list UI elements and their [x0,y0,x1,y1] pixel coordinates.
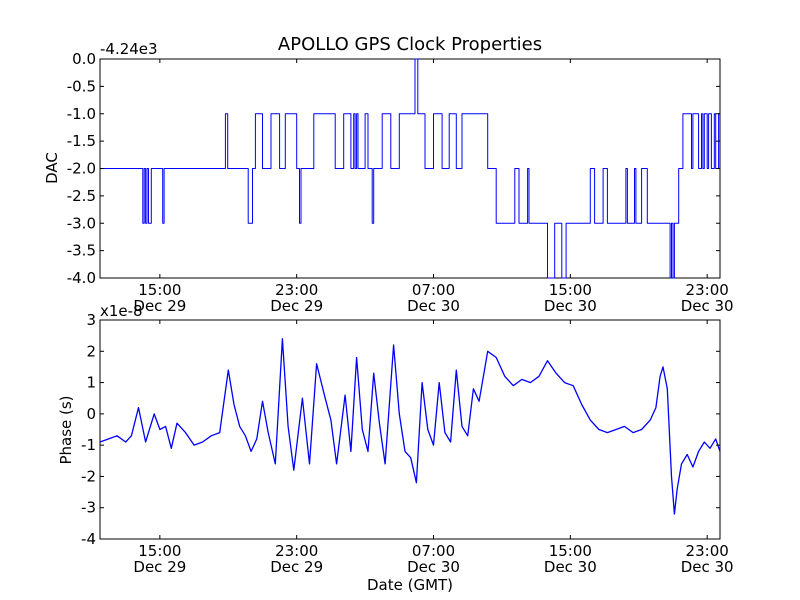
phase-y-tick-label: 1 [86,374,96,392]
phase-y-tick-label: -3 [81,499,96,517]
phase-offset-label: x1e-8 [100,302,143,320]
dac-ticks: 0.0 -0.5 -1.0 -1.5 -2.0 -2.5 -3.0 -3.5 -4.0 15:00… [67,50,734,315]
phase-x-tick-date: Dec 29 [270,558,323,576]
x-axis-label: Date (GMT) [367,576,453,594]
phase-x-tick-date: Dec 29 [133,558,186,576]
dac-y-tick-label: -3.0 [67,214,96,232]
phase-x-tick-time: 23:00 [686,542,729,560]
dac-subplot: 0.0 -0.5 -1.0 -1.5 -2.0 -2.5 -3.0 -3.5 -4.0 15:00… [43,40,734,315]
chart-title: APOLLO GPS Clock Properties [278,34,542,55]
dac-y-tick-label: -4.0 [67,269,96,287]
phase-x-tick-time: 07:00 [412,542,455,560]
dac-offset-label: -4.24e3 [100,40,158,58]
dac-y-tick-label: -1.5 [67,132,96,150]
dac-y-tick-label: -0.5 [67,77,96,95]
dac-x-tick-date: Dec 30 [544,297,597,315]
phase-series-line-0 [99,338,721,515]
phase-y-tick-label: -4 [81,530,96,548]
dac-y-tick-label: -3.5 [67,242,96,260]
dac-series-line-0 [100,58,720,279]
phase-x-tick-time: 15:00 [549,542,592,560]
dac-y-tick-label: -2.0 [67,160,96,178]
dac-x-tick-time: 07:00 [412,281,455,299]
dac-series [100,58,720,279]
phase-y-tick-label: 0 [86,405,96,423]
phase-y-tick-label: 2 [86,342,96,360]
phase-y-tick-label: 3 [86,311,96,329]
phase-y-tick-label: -2 [81,467,96,485]
dac-x-tick-date: Dec 29 [270,297,323,315]
dac-x-tick-time: 15:00 [549,281,592,299]
dac-y-tick-label: 0.0 [72,50,96,68]
dac-x-tick-date: Dec 29 [133,297,186,315]
phase-y-tick-label: -1 [81,436,96,454]
dac-y-tick-label: -2.5 [67,187,96,205]
dac-x-tick-time: 15:00 [138,281,181,299]
phase-x-tick-time: 15:00 [138,542,181,560]
phase-x-tick-date: Dec 30 [407,558,460,576]
dac-y-axis-label: DAC [43,152,61,184]
phase-x-tick-date: Dec 30 [544,558,597,576]
phase-x-tick-time: 23:00 [275,542,318,560]
dac-x-tick-date: Dec 30 [681,297,734,315]
dac-x-tick-time: 23:00 [686,281,729,299]
phase-y-axis-label: Phase (s) [57,395,75,464]
phase-plot-frame [99,319,721,540]
dac-y-tick-label: -1.0 [67,105,96,123]
dac-x-tick-time: 23:00 [275,281,318,299]
phase-x-tick-date: Dec 30 [681,558,734,576]
phase-series [99,338,721,515]
dac-x-tick-date: Dec 30 [407,297,460,315]
